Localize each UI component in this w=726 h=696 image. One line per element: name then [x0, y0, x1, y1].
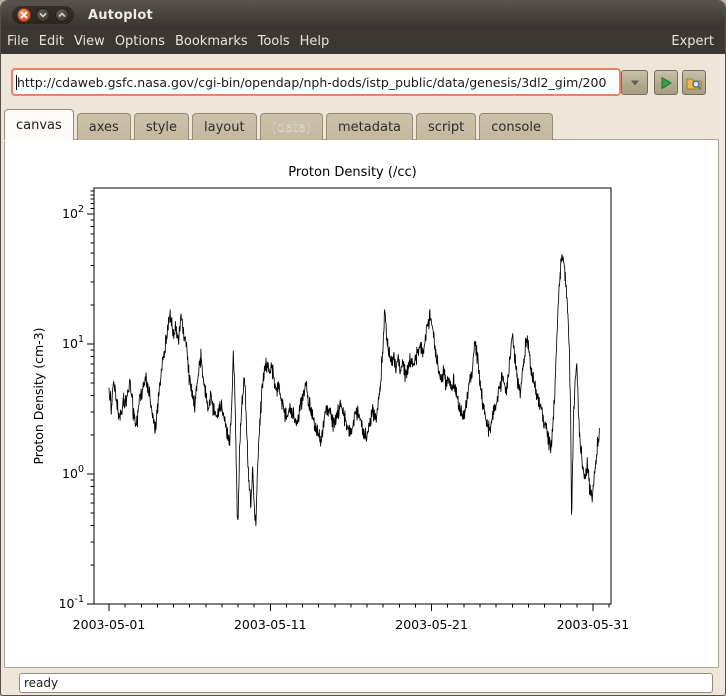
- go-button[interactable]: [654, 70, 678, 95]
- window-controls: [12, 6, 74, 24]
- svg-text:102: 102: [62, 204, 84, 221]
- menu-item-tools[interactable]: Tools: [254, 34, 294, 49]
- svg-text:101: 101: [62, 334, 84, 351]
- tab-data: (data): [260, 113, 323, 140]
- svg-text:2003-05-31: 2003-05-31: [557, 617, 630, 632]
- svg-text:100: 100: [62, 464, 84, 481]
- status-text: ready: [24, 676, 58, 690]
- play-icon: [659, 76, 673, 90]
- tab-layout[interactable]: layout: [192, 113, 257, 140]
- menu-item-options[interactable]: Options: [111, 34, 169, 49]
- menu-item-view[interactable]: View: [70, 34, 109, 49]
- canvas-panel: Proton Density (/cc) Proton Density (cm-3…: [4, 139, 719, 668]
- title-bar[interactable]: Autoplot: [1, 1, 725, 29]
- tab-script[interactable]: script: [416, 113, 476, 140]
- address-dropdown-button[interactable]: [621, 70, 648, 95]
- svg-text:Proton Density (cm-3): Proton Density (cm-3): [31, 327, 46, 464]
- chevron-down-icon: [39, 12, 47, 18]
- menu-bar: File Edit View Options Bookmarks Tools H…: [1, 29, 725, 54]
- plot-svg[interactable]: Proton Density (/cc) Proton Density (cm-3…: [5, 140, 716, 665]
- menu-item-bookmarks[interactable]: Bookmarks: [171, 34, 252, 49]
- tab-metadata[interactable]: metadata: [326, 113, 413, 140]
- inspect-button[interactable]: [682, 70, 706, 95]
- chevron-up-icon: [58, 12, 66, 18]
- window-title: Autoplot: [88, 8, 153, 23]
- menu-item-help[interactable]: Help: [296, 34, 334, 49]
- svg-text:2003-05-01: 2003-05-01: [73, 617, 146, 632]
- chevron-down-icon: [630, 80, 640, 86]
- minimize-button[interactable]: [36, 8, 50, 22]
- address-text: http://cdaweb.gsfc.nasa.gov/cgi-bin/open…: [17, 75, 606, 90]
- svg-text:Proton Density (/cc): Proton Density (/cc): [288, 165, 416, 180]
- tab-axes[interactable]: axes: [77, 113, 131, 140]
- expert-mode-label[interactable]: Expert: [667, 34, 718, 49]
- maximize-button[interactable]: [55, 8, 69, 22]
- tab-canvas[interactable]: canvas: [4, 109, 74, 140]
- tab-bar: canvas axes style layout (data) metadata…: [4, 105, 556, 140]
- svg-text:10-1: 10-1: [59, 594, 84, 611]
- menu-item-edit[interactable]: Edit: [35, 34, 68, 49]
- menu-item-file[interactable]: File: [3, 34, 33, 49]
- close-icon: [20, 11, 28, 19]
- autoplot-window: Autoplot File Edit View Options Bookmark…: [0, 0, 726, 696]
- tab-style[interactable]: style: [134, 113, 189, 140]
- svg-text:2003-05-21: 2003-05-21: [395, 617, 468, 632]
- tab-console[interactable]: console: [479, 113, 553, 140]
- svg-text:2003-05-11: 2003-05-11: [234, 617, 307, 632]
- close-button[interactable]: [17, 8, 31, 22]
- folder-magnifier-icon: [686, 76, 702, 90]
- address-field[interactable]: http://cdaweb.gsfc.nasa.gov/cgi-bin/open…: [11, 68, 621, 96]
- status-bar: ready: [19, 673, 713, 693]
